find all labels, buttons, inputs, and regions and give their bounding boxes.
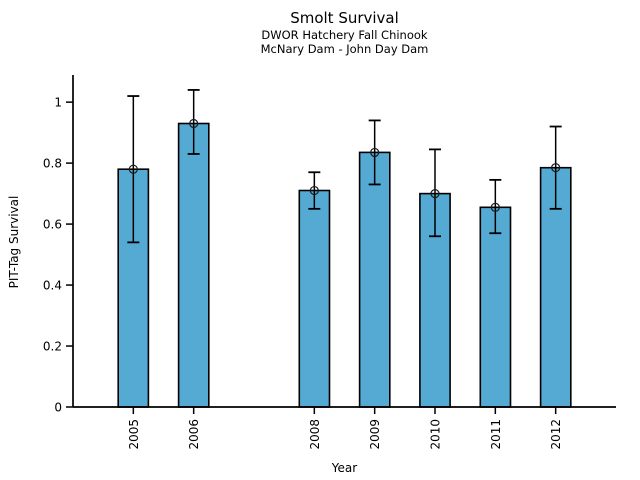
y-tick-label: 1 [54,96,62,110]
chart-header: Smolt Survival DWOR Hatchery Fall Chinoo… [73,9,616,57]
x-tick-label: 2005 [127,419,141,450]
point-marker-2009 [370,147,380,158]
point-marker-2011 [490,202,500,212]
bar-2011 [479,206,512,408]
point-marker-2005 [128,164,138,174]
x-tick-label: 2006 [187,419,201,450]
x-axis-label: Year [331,461,358,475]
bar-2009 [358,151,391,408]
bar-2006 [177,122,210,408]
chart-subtitle-line2: McNary Dam - John Day Dam [260,42,429,57]
point-marker-2006 [189,118,199,129]
x-tick-label: 2010 [429,419,443,450]
chart-title: Smolt Survival [290,9,399,27]
x-tick-label: 2008 [308,419,322,450]
y-tick-label: 0.6 [43,218,62,232]
y-tick-label: 0.8 [43,157,62,171]
y-tick-label: 0 [54,401,62,415]
point-marker-2012 [551,163,561,173]
x-tick-label: 2012 [549,419,563,450]
point-marker-2008 [309,185,319,196]
x-tick-label: 2011 [489,419,503,450]
y-tick-label: 0.4 [43,279,62,293]
chart-subtitle-line1: DWOR Hatchery Fall Chinook [261,27,428,42]
y-tick-label: 0.2 [43,340,62,354]
x-tick-label: 2009 [368,419,382,450]
point-marker-2010 [430,188,440,199]
bar-2008 [298,189,331,408]
